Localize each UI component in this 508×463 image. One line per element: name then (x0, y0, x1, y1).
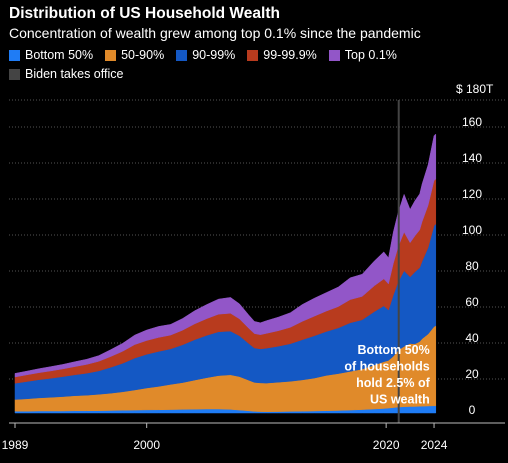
legend-swatch (176, 49, 188, 61)
x-tick-label: 1989 (2, 438, 29, 452)
legend-label: Bottom 50% (25, 48, 94, 62)
legend-item: 50-90% (105, 48, 164, 62)
legend-label: Top 0.1% (344, 48, 397, 62)
y-tick-label: 0 (469, 403, 476, 417)
legend-swatch (9, 49, 20, 61)
legend-item: Top 0.1% (328, 48, 397, 62)
y-tick-label: 80 (465, 259, 479, 273)
y-tick-label: 60 (465, 295, 479, 309)
chart-subtitle: Concentration of wealth grew among top 0… (9, 25, 421, 41)
y-tick-label: 40 (465, 331, 479, 345)
legend-label: Biden takes office (25, 67, 124, 81)
legend-swatch (328, 49, 340, 61)
y-tick-label: 20 (465, 367, 479, 381)
annotation-text: hold 2.5% of (356, 376, 430, 390)
area-series (14, 133, 437, 378)
x-tick-label: 2020 (373, 438, 400, 452)
legend-item: Bottom 50% (9, 48, 93, 62)
chart-title: Distribution of US Household Wealth (9, 5, 280, 22)
y-tick-label: 140 (462, 151, 482, 165)
legend-row: Bottom 50% 50-90% 90-99% 99-99.9% Top 0.1% (9, 46, 499, 64)
annotation-text: US wealth (370, 393, 430, 407)
legend-swatch (9, 68, 20, 80)
legend-swatch (105, 49, 117, 61)
annotation-text: of households (344, 360, 429, 374)
x-tick-label: 2000 (133, 438, 160, 452)
y-tick-label: 160 (462, 115, 482, 129)
legend-label: 99-99.9% (263, 48, 317, 62)
y-tick-label: 100 (462, 223, 482, 237)
annotation-text: Bottom 50% (358, 343, 430, 357)
y-tick-label: 120 (462, 187, 482, 201)
legend-item: 90-99% (176, 48, 235, 62)
legend-item: 99-99.9% (247, 48, 317, 62)
legend-item-event: Biden takes office (9, 67, 123, 81)
legend-swatch (247, 49, 259, 61)
legend-row: Biden takes office (9, 65, 499, 83)
x-tick-label: 2024 (421, 438, 448, 452)
legend: Bottom 50% 50-90% 90-99% 99-99.9% Top 0.1% B… (9, 46, 499, 84)
legend-label: 50-90% (121, 48, 165, 62)
y-tick-label: $ 180T (456, 82, 494, 96)
legend-label: 90-99% (192, 48, 236, 62)
